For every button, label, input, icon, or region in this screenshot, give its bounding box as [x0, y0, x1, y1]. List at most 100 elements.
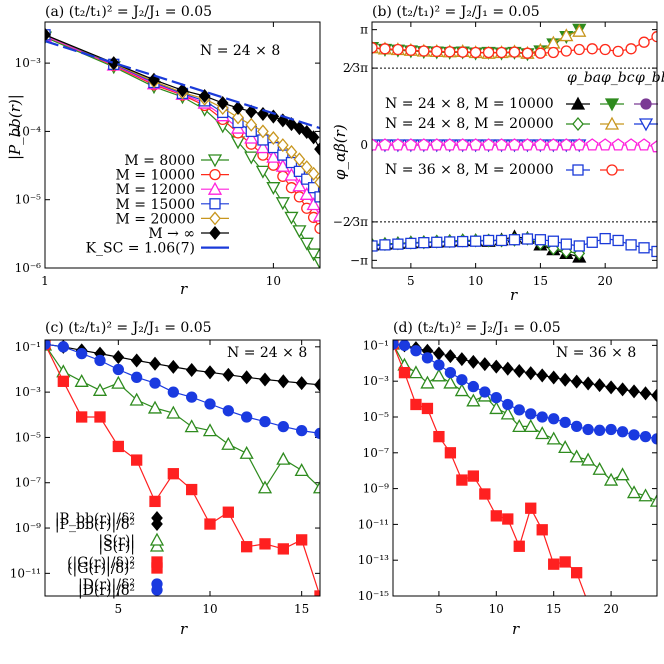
panel-c-ytick-label-3: 10⁻⁷	[15, 476, 42, 490]
panel-c: (c) (t₂/t₁)² = J₂/J₁ = 0.05 N = 24 × 8 5…	[10, 320, 321, 638]
panel-b-legend-symbol-1-0	[572, 116, 584, 132]
panel-b-series-6-point-22	[651, 245, 657, 258]
panel-b-series-8-point-3	[404, 138, 418, 151]
panel-c-series-2-point-12	[259, 538, 271, 550]
panel-d-series-1-point-12	[523, 418, 538, 433]
panel-a-series-5-point-0	[45, 27, 51, 42]
panel-d-legend-label-1: |S(r)|	[98, 533, 135, 549]
panel-d-series-2-point-22	[641, 627, 651, 637]
panel-c-series-3-point-9	[204, 398, 216, 410]
panel-b-series-6-point-16	[573, 240, 585, 252]
panel-d-series-0-point-12	[524, 366, 537, 381]
panel-d-frame	[392, 339, 658, 597]
panel-c-xtick-label-1: 10	[202, 602, 217, 616]
panel-a-series-4-point-12	[293, 152, 306, 167]
panel-a-legend-label-4: M = 20000	[115, 211, 195, 227]
panel-d-legend-symbol-2	[151, 556, 163, 568]
panel-d-series-3-point-4	[433, 359, 445, 371]
panel-b-series-7-point-22	[651, 31, 657, 43]
panel-d-series-2-point-2	[410, 398, 422, 411]
panel-d-series-0-point-23	[651, 388, 657, 403]
panel-a-series-0-line	[45, 36, 320, 263]
panel-d-series-2-point-4	[433, 430, 445, 443]
panel-d-series-1-point-7	[466, 393, 481, 407]
panel-a-series-0-point-12	[292, 225, 307, 239]
panel-d-series-3-point-17	[582, 423, 594, 436]
panel-a-series-5-point-7	[245, 104, 258, 119]
panel-d-series-2-point-7	[467, 470, 479, 482]
panel-b-plot: 5 10 15 20 π 2⁄3π 0 −2⁄3π −π	[333, 22, 657, 288]
panel-d-series-2-point-1	[398, 366, 411, 379]
panel-c-series-0-point-11	[240, 370, 253, 385]
panel-b-series-8-point-10	[495, 138, 509, 151]
panel-a-legend-symbol-1	[209, 168, 221, 181]
panel-a-legend-symbol-3	[209, 198, 221, 210]
panel-d-series-1-point-16	[569, 449, 584, 463]
panel-b-series-6-point-1	[379, 239, 391, 251]
panel-b-xtick-label-1: 10	[468, 274, 483, 288]
panel-c-xlabel: r	[180, 620, 188, 638]
panel-a-series-5-point-15	[314, 142, 320, 157]
panel-a-title: (a) (t₂/t₁)² = J₂/J₁ = 0.05	[45, 4, 212, 20]
panel-d-series-2-point-23	[652, 632, 662, 642]
panel-b-series-8-point-11	[508, 138, 521, 151]
panel-a-xtick-label-1: 10	[266, 274, 281, 288]
panel-d-series-0-point-19	[605, 380, 617, 395]
panel-a-series-3-point-13	[301, 173, 313, 185]
panel-d-series-2-point-9	[490, 510, 502, 522]
panel-b-series-6-point-9	[482, 234, 495, 247]
legend-header-bc: φ_bc	[601, 70, 635, 86]
panel-c-series-0-point-12	[259, 372, 271, 387]
panel-a-series-5-point-13	[300, 124, 313, 140]
panel-d-series-3-point-8	[479, 386, 491, 398]
panel-d-plot: 5 10 15 20 10⁻¹ 10⁻³ 10⁻⁵ 10⁻⁷ 10⁻⁹ 10⁻¹¹ 10⁻¹³ 10⁻…	[358, 338, 662, 642]
panel-b-series-7-point-21	[638, 36, 650, 48]
panel-d-series-0-point-14	[547, 370, 560, 385]
panel-d-legend: |P_bb(r)|/δ²|S(r)|(|G(r)|/δ)²|D(r)|/δ²	[55, 510, 165, 593]
panel-b-series-7-point-6	[444, 46, 456, 58]
panel-c-series-3-point-3	[94, 354, 106, 367]
panel-c-series-2-point-9	[204, 518, 216, 530]
panel-d-series-0-point-5	[444, 349, 457, 364]
panel-b-ytick-label-1: 2⁄3π	[343, 61, 368, 75]
panel-c-legend-label-0: |P_bb(r)|/δ²	[55, 517, 135, 533]
panel-c-series-1-point-10	[221, 436, 236, 450]
panel-d-series-3-point-6	[456, 374, 468, 386]
panel-d-series-3-point-16	[571, 420, 583, 433]
panel-a-series-0-point-7	[244, 151, 259, 165]
panel-c-series-0-point-8	[185, 362, 198, 377]
panel-c-series-1-point-15	[312, 480, 320, 494]
panel-d-xtick-label-1: 10	[489, 602, 504, 616]
panel-c-series-3-point-13	[277, 420, 289, 433]
panel-b-series-7-point-2	[392, 43, 404, 56]
panel-b-series-8-point-14	[546, 138, 560, 151]
panel-a-legend-symbol-2	[207, 181, 223, 195]
panel-b-series-6-point-6	[444, 236, 456, 248]
panel-a-series-5-point-3	[176, 83, 189, 98]
panel-a-series-2-point-9	[266, 149, 281, 163]
panel-d-series-2-point-15	[559, 556, 571, 568]
panel-b-series-7-point-8	[469, 46, 482, 59]
panel-b-series-7-point-14	[547, 46, 560, 59]
panel-d-series-3-point-23	[651, 433, 657, 445]
panel-c-series-3-point-4	[112, 363, 124, 376]
panel-d-legend-symbol-3	[151, 578, 163, 590]
panel-c-series-1-point-3	[92, 382, 108, 396]
panel-a-xtick-label-0: 1	[41, 274, 49, 288]
panel-d-xtick-label-0: 5	[435, 602, 443, 616]
panel-d-annotation: N = 36 × 8	[556, 345, 636, 361]
panel-b-xtick-label-2: 15	[533, 274, 548, 288]
panel-a-series-2-point-14	[306, 197, 320, 211]
panel-d-ytick-label-1: 10⁻³	[363, 374, 390, 388]
panel-c-series-2-point-3	[94, 411, 106, 423]
panel-d-series-0-point-17	[582, 376, 594, 391]
panel-d-series-3-point-14	[548, 413, 560, 425]
panel-d-series-0-point-11	[513, 364, 526, 379]
panel-d-legend-label-2: (|G(r)|/δ)²	[67, 555, 135, 571]
panel-a-series-3-point-12	[293, 165, 306, 178]
panel-d-series-3-point-0	[393, 340, 399, 350]
panel-d-series-2-point-10	[502, 513, 514, 525]
panel-d-series-1-point-9	[489, 401, 504, 415]
